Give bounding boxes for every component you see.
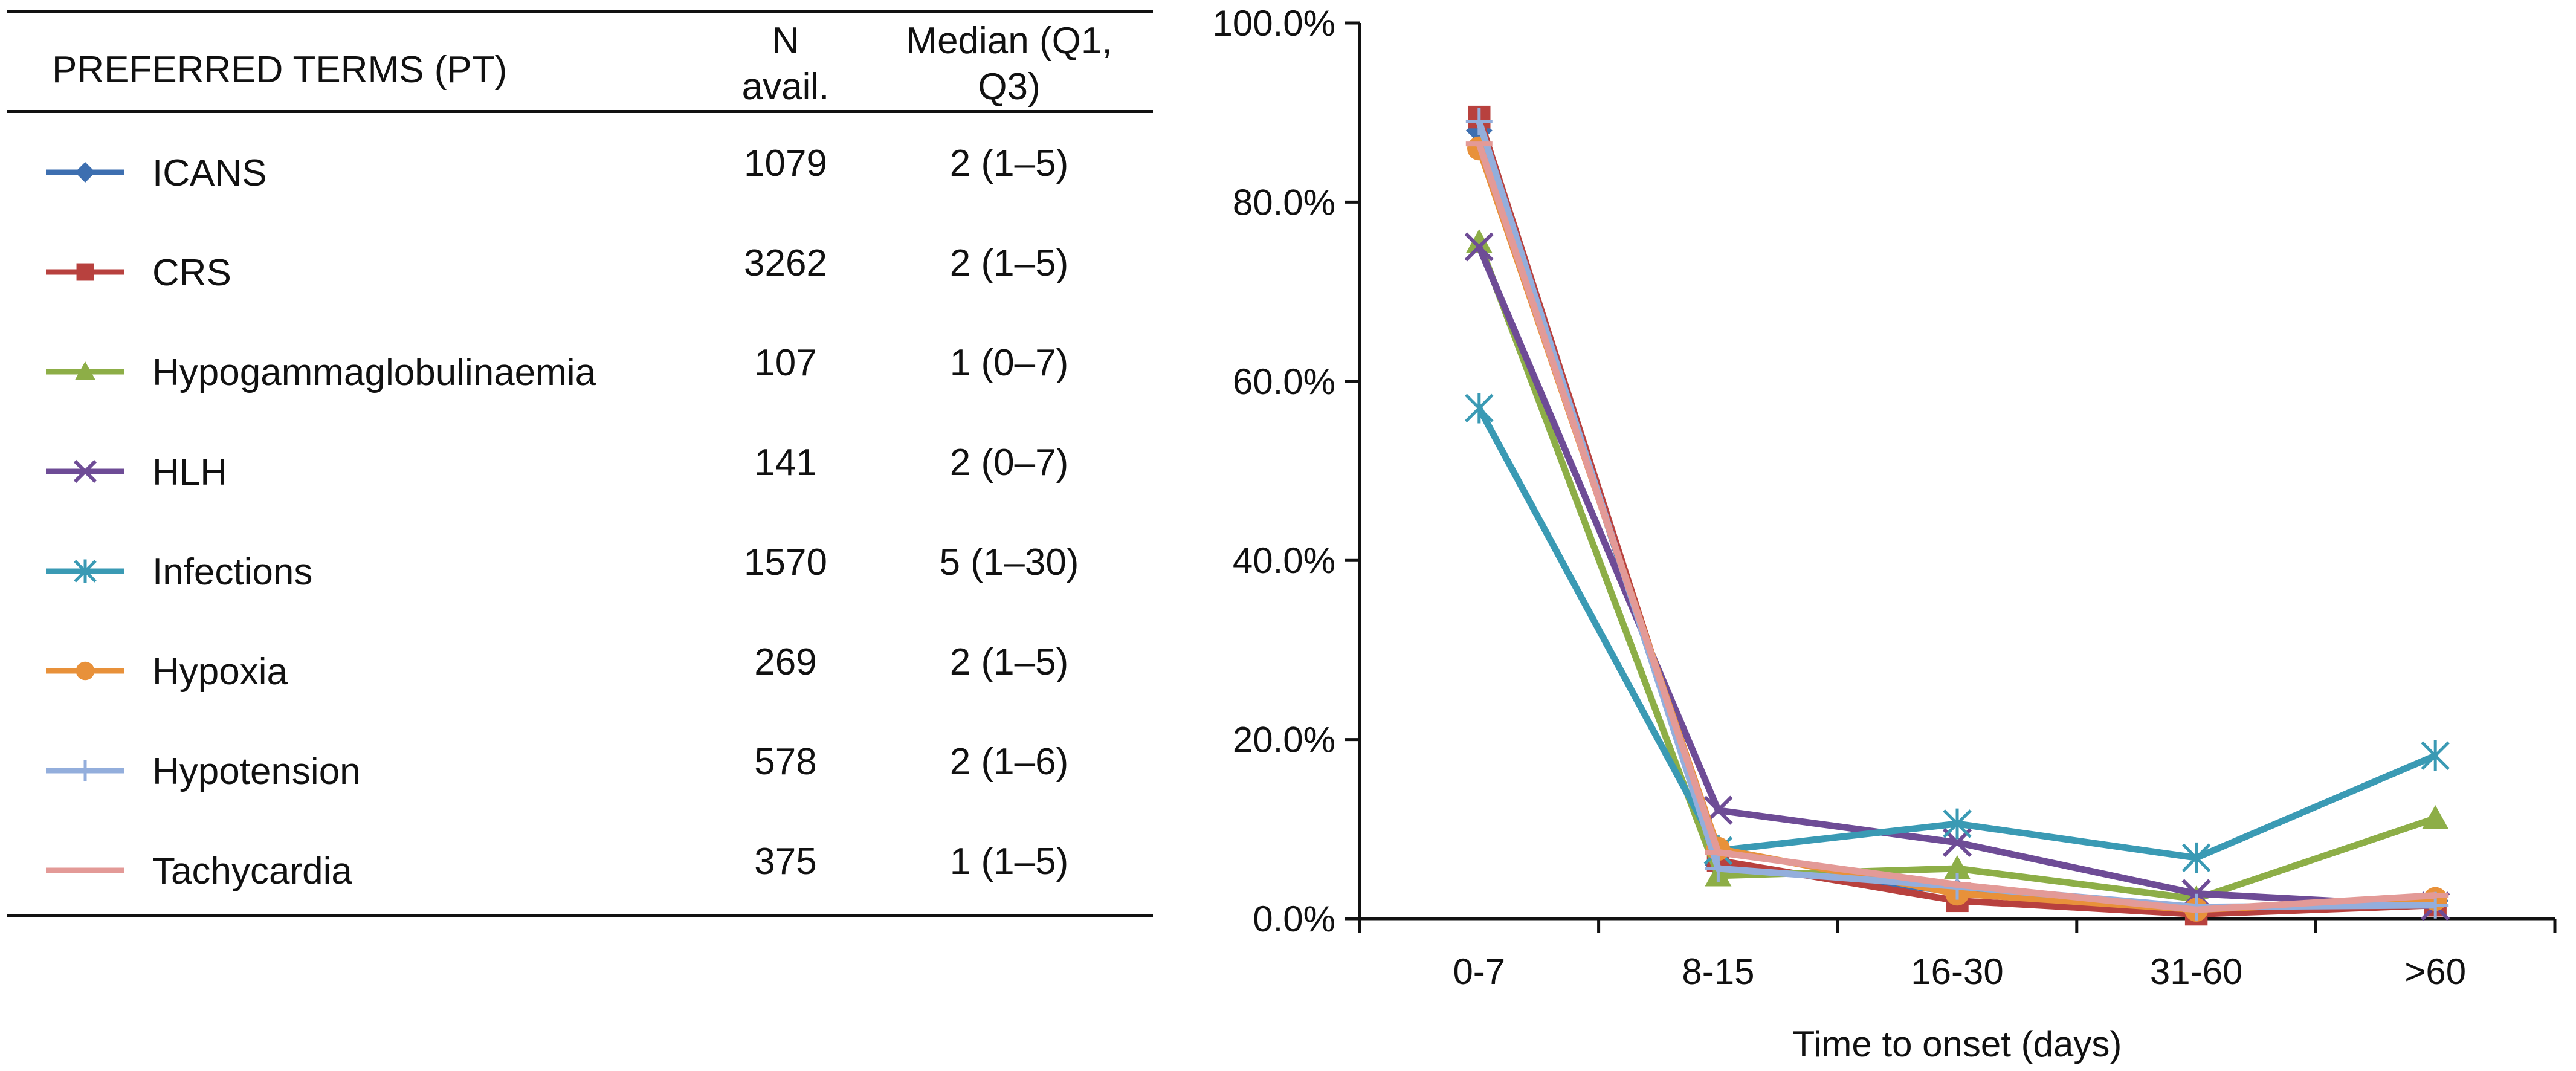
- series-infections: [1465, 392, 2450, 873]
- y-tick-label: 60.0%: [1233, 361, 1335, 402]
- series-line-crs: [1476, 115, 2436, 918]
- series-crs: [1468, 105, 2447, 926]
- row-n: 1570: [744, 542, 827, 583]
- header-n-line1: N: [772, 20, 799, 62]
- y-tick-label: 0.0%: [1253, 899, 1335, 939]
- row-n: 141: [754, 442, 817, 484]
- x-tick-label: 8-15: [1682, 951, 1754, 992]
- row-n: 107: [754, 342, 817, 384]
- row-n: 3262: [744, 242, 827, 284]
- table-row: HLH 141 2 (0–7): [0, 423, 1160, 523]
- table-row: Hypotension 578 2 (1–6): [0, 722, 1160, 822]
- data-point-infections-0-7: [1465, 392, 1494, 424]
- row-n: 269: [754, 641, 817, 683]
- header-n-line2: avail.: [741, 66, 830, 108]
- legend-swatch-hypoxia: [46, 661, 124, 681]
- row-n: 375: [754, 841, 817, 882]
- row-term: Infections: [152, 551, 313, 593]
- data-point-infections-16-30: [1943, 808, 1972, 840]
- row-median: 1 (0–7): [949, 342, 1069, 384]
- table-row: ICANS 1079 2 (1–5): [0, 124, 1160, 224]
- header-preferred-terms: PREFERRED TERMS (PT): [52, 49, 508, 91]
- x-tick-label: >60: [2404, 951, 2466, 992]
- legend-marker-crs: [76, 263, 94, 281]
- row-median: 2 (0–7): [949, 442, 1069, 484]
- row-n: 1079: [744, 143, 827, 184]
- header-median-line2: Q3): [978, 66, 1041, 108]
- row-median: 1 (1–5): [949, 841, 1069, 882]
- table-row: Hypoxia 269 2 (1–5): [0, 623, 1160, 722]
- table-row: Tachycardia 375 1 (1–5): [0, 822, 1160, 922]
- y-tick-label: 100.0%: [1213, 3, 1336, 44]
- table-bottom-rule: [7, 914, 1153, 917]
- row-median: 5 (1–30): [939, 542, 1079, 583]
- data-point-hypogammaglobulinaemia-60: [2422, 805, 2449, 829]
- series-line-infections: [1476, 406, 2437, 861]
- data-point-infections-60: [2421, 740, 2450, 771]
- row-n: 578: [754, 741, 817, 783]
- series-line-icans: [1476, 129, 2436, 913]
- series-hypotension: [1465, 108, 2449, 921]
- legend-swatch-hlh: [46, 459, 124, 484]
- data-point-hypogammaglobulinaemia-16-30: [1944, 855, 1971, 879]
- data-point-hlh-0-7: [1464, 232, 1494, 262]
- series-line-tachycardia: [1476, 143, 2436, 913]
- table-header-rule: [7, 110, 1153, 113]
- x-axis-title: Time to onset (days): [1793, 1024, 2122, 1064]
- y-tick-label: 80.0%: [1233, 182, 1335, 222]
- legend-marker-infections: [74, 559, 97, 583]
- x-tick-label: 0-7: [1453, 951, 1505, 992]
- header-median-line1: Median (Q1,: [906, 20, 1112, 62]
- series-icans: [1465, 117, 2449, 924]
- header-median: Median (Q1, Q3): [876, 18, 1142, 110]
- legend-marker-hypotension: [75, 760, 95, 781]
- y-tick-label: 40.0%: [1233, 540, 1335, 581]
- legend-swatch-icans: [46, 162, 124, 183]
- table-top-rule: [7, 10, 1153, 13]
- header-n-available: N avail.: [713, 18, 858, 110]
- table-row: CRS 3262 2 (1–5): [0, 224, 1160, 323]
- row-term: HLH: [152, 451, 228, 493]
- y-tick-label: 20.0%: [1233, 720, 1335, 760]
- row-term: Hypoxia: [152, 651, 288, 693]
- row-term: CRS: [152, 252, 231, 294]
- row-term: Tachycardia: [152, 850, 352, 892]
- table-row: Infections 1570 5 (1–30): [0, 523, 1160, 623]
- legend-swatch-hypotension: [46, 760, 124, 781]
- series-line-hypoxia: [1476, 147, 2436, 913]
- row-median: 2 (1–6): [949, 741, 1069, 783]
- data-point-hypotension-0-7: [1465, 108, 1493, 135]
- x-tick-label: 31-60: [2150, 951, 2242, 992]
- table-row: Hypogammaglobulinaemia 107 1 (0–7): [0, 323, 1160, 423]
- legend-swatch-tachycardia: [46, 867, 124, 873]
- legend-table: PREFERRED TERMS (PT) N avail. Median (Q1…: [0, 0, 1160, 943]
- data-point-hypogammaglobulinaemia-0-7: [1465, 229, 1493, 253]
- row-median: 2 (1–5): [949, 242, 1069, 284]
- row-term: ICANS: [152, 152, 267, 194]
- legend-marker-hypogammaglobulinaemia: [75, 361, 95, 380]
- series-tachycardia: [1465, 141, 2449, 913]
- legend-swatch-crs: [46, 263, 124, 281]
- legend-marker-icans: [75, 162, 95, 183]
- row-term: Hypotension: [152, 751, 361, 792]
- legend-swatch-hypogammaglobulinaemia: [46, 361, 124, 380]
- data-point-hypotension-8-15: [1705, 855, 1732, 882]
- legend-swatch-infections: [46, 559, 124, 583]
- legend-marker-hypoxia: [76, 661, 95, 681]
- series-line-hypotension: [1476, 120, 2436, 911]
- row-term: Hypogammaglobulinaemia: [152, 352, 596, 393]
- legend-marker-hlh: [73, 459, 97, 484]
- data-point-infections-31-60: [2181, 842, 2211, 873]
- x-tick-label: 16-30: [1911, 951, 2003, 992]
- row-median: 2 (1–5): [949, 143, 1069, 184]
- row-median: 2 (1–5): [949, 641, 1069, 683]
